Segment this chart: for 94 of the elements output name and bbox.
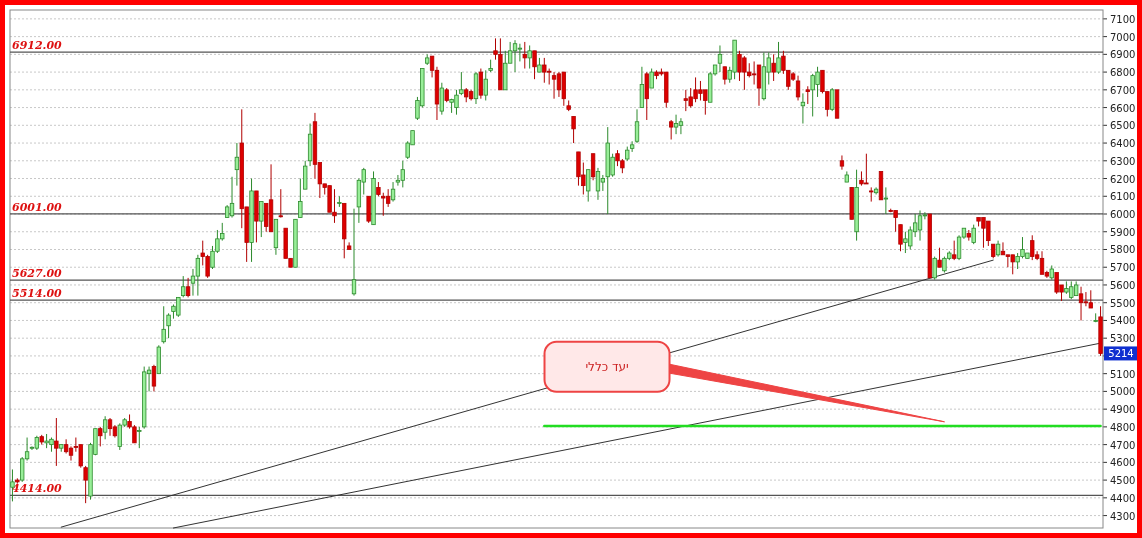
candlestick xyxy=(527,44,532,70)
candlestick xyxy=(971,224,976,245)
y-tick-label: 5800 xyxy=(1110,244,1136,256)
candlestick xyxy=(932,256,937,281)
candlestick xyxy=(512,39,518,73)
candlestick xyxy=(234,142,240,187)
candlestick xyxy=(771,53,776,82)
candlestick xyxy=(590,153,596,181)
y-tick-label: 5900 xyxy=(1110,226,1136,238)
y-tick-label: 4400 xyxy=(1110,492,1136,504)
candlestick xyxy=(556,71,562,98)
y-tick-label: 6400 xyxy=(1110,138,1136,150)
y-tick-label: 6900 xyxy=(1110,49,1136,61)
candlestick xyxy=(478,68,484,100)
candlestick xyxy=(1039,250,1045,275)
annotation: 5214 xyxy=(1108,348,1134,360)
candlestick xyxy=(937,247,942,268)
candlestick xyxy=(883,186,889,215)
y-tick-label: 6100 xyxy=(1110,191,1136,203)
candlestick xyxy=(98,426,103,447)
candlestick xyxy=(649,68,654,89)
candlestick xyxy=(717,44,723,73)
ref-line-label: 5514.00 xyxy=(12,287,63,301)
candlestick xyxy=(756,64,762,107)
candlestick xyxy=(185,277,191,298)
candlestick xyxy=(678,117,684,135)
candlestick xyxy=(259,201,264,238)
candlestick xyxy=(483,69,488,101)
y-tick-label: 6800 xyxy=(1110,67,1136,79)
candlestick xyxy=(195,254,201,297)
candlestick xyxy=(181,275,186,298)
candlestick xyxy=(776,41,781,75)
candlestick xyxy=(1078,286,1084,321)
y-tick-label: 6200 xyxy=(1110,173,1136,185)
candlestick xyxy=(634,108,640,144)
candlestick xyxy=(751,60,757,86)
candlestick xyxy=(264,202,269,233)
y-tick-label: 5300 xyxy=(1110,333,1136,345)
candlestick xyxy=(571,115,576,144)
annotation: יעד כללי xyxy=(585,359,629,374)
y-tick-label: 7000 xyxy=(1110,31,1136,43)
y-tick-label: 4900 xyxy=(1110,404,1136,416)
candlestick xyxy=(586,169,591,203)
y-tick-label: 5000 xyxy=(1110,386,1136,398)
candlestick xyxy=(137,426,142,449)
candlestick xyxy=(400,160,405,188)
y-tick-label: 5600 xyxy=(1110,279,1136,291)
candlestick xyxy=(898,224,903,252)
candlestick xyxy=(639,66,645,109)
candlestick xyxy=(517,43,523,62)
candlestick xyxy=(1083,291,1089,307)
candlestick xyxy=(532,50,537,80)
candlestick xyxy=(278,188,283,219)
candlestick xyxy=(439,82,444,116)
y-tick-label: 7100 xyxy=(1110,13,1136,25)
candlestick xyxy=(54,417,59,467)
candlestick xyxy=(795,75,801,101)
candlestick xyxy=(351,208,357,297)
ref-line-label: 6912.00 xyxy=(12,39,63,53)
candlestick xyxy=(551,71,557,100)
candlestick xyxy=(161,305,166,345)
candlestick xyxy=(166,312,171,339)
y-tick-label: 4800 xyxy=(1110,421,1136,433)
candlestick xyxy=(68,445,74,462)
candlestick xyxy=(595,167,601,201)
y-tick-label: 4600 xyxy=(1110,457,1136,469)
y-tick-label: 4300 xyxy=(1110,510,1136,522)
candlestick xyxy=(952,240,957,261)
y-tick-label: 4700 xyxy=(1110,439,1136,451)
candlestick xyxy=(83,465,88,504)
y-tick-label: 5400 xyxy=(1110,315,1136,327)
candlestick xyxy=(298,178,303,219)
candlestick xyxy=(102,415,108,440)
candlestick xyxy=(151,364,157,392)
ref-line-label: 6001.00 xyxy=(12,200,63,214)
y-tick-label: 6000 xyxy=(1110,209,1136,221)
ref-line-label: 5627.00 xyxy=(12,267,63,281)
candlestick xyxy=(390,181,396,203)
y-tick-label: 6500 xyxy=(1110,120,1136,132)
y-tick-label: 6700 xyxy=(1110,84,1136,96)
candlestick xyxy=(830,87,835,112)
candlestick xyxy=(229,176,235,219)
y-tick-label: 5700 xyxy=(1110,262,1136,274)
y-tick-label: 5500 xyxy=(1110,297,1136,309)
candlestick xyxy=(673,114,679,135)
candlestick xyxy=(459,71,464,96)
y-tick-label: 5100 xyxy=(1110,368,1136,380)
candlestick xyxy=(522,41,527,70)
candlestick xyxy=(669,119,674,140)
candlestick xyxy=(839,154,845,171)
candlestick xyxy=(917,209,923,242)
y-tick-label: 6300 xyxy=(1110,155,1136,167)
y-tick-label: 4500 xyxy=(1110,475,1136,487)
y-tick-label: 6600 xyxy=(1110,102,1136,114)
